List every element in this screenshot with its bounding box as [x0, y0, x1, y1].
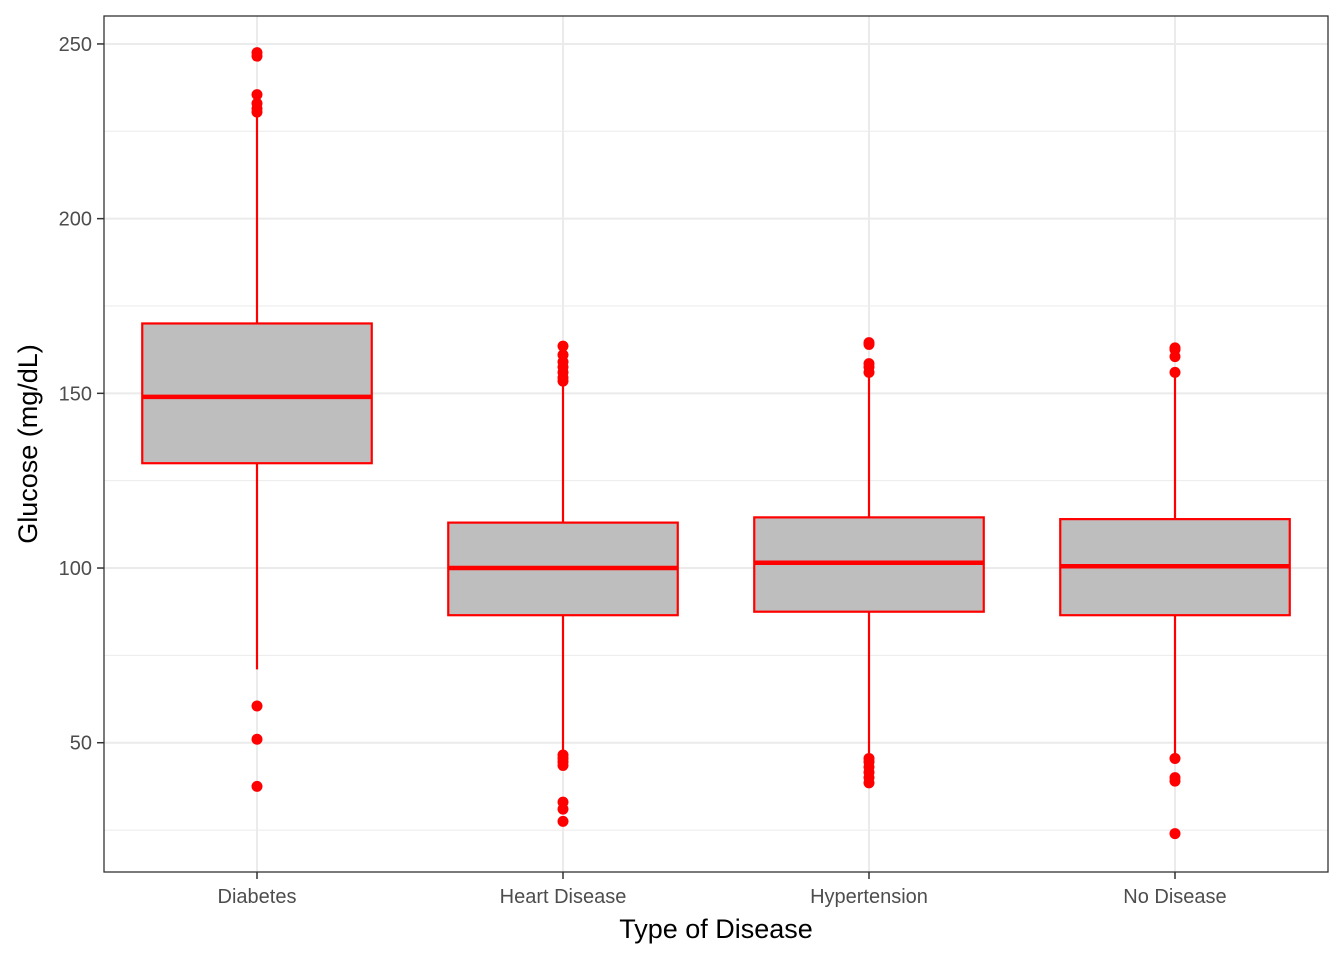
- outlier-point: [557, 749, 569, 761]
- y-tick-label: 150: [59, 383, 92, 405]
- outlier-point: [557, 349, 569, 361]
- outlier-point: [1169, 752, 1181, 764]
- outlier-point: [557, 340, 569, 352]
- iqr-box: [141, 322, 373, 465]
- y-axis: 50 100 150 200 250: [59, 34, 104, 755]
- outlier-point: [251, 89, 263, 101]
- outlier-point: [251, 700, 263, 712]
- boxes: [141, 47, 1291, 840]
- box-heart-disease: [447, 340, 679, 827]
- outlier-point: [1169, 772, 1181, 784]
- box-no-disease: [1059, 342, 1291, 840]
- outlier-point: [251, 97, 263, 109]
- outlier-point: [863, 337, 875, 349]
- outlier-point: [251, 733, 263, 745]
- outlier-point: [1169, 366, 1181, 378]
- plot-border: [103, 15, 1329, 873]
- y-tick-label: 100: [59, 558, 92, 580]
- x-tick-label: No Disease: [1123, 886, 1226, 908]
- x-axis-title: Type of Disease: [619, 914, 813, 944]
- outlier-point: [251, 780, 263, 792]
- x-tick-label: Hypertension: [810, 886, 928, 908]
- outlier-point: [557, 815, 569, 827]
- y-tick-label: 250: [59, 34, 92, 56]
- y-tick-label: 200: [59, 209, 92, 231]
- box-diabetes: [141, 47, 373, 792]
- outlier-point: [251, 47, 263, 59]
- x-axis: Diabetes Heart Disease Hypertension No Dise…: [218, 872, 1227, 908]
- x-tick-label: Heart Disease: [500, 886, 627, 908]
- y-tick-label: 50: [70, 733, 92, 755]
- box-hypertension: [753, 337, 985, 789]
- outlier-point: [863, 752, 875, 764]
- outlier-point: [863, 358, 875, 370]
- y-axis-title: Glucose (mg/dL): [13, 344, 43, 544]
- outlier-point: [1169, 828, 1181, 840]
- x-tick-label: Diabetes: [218, 886, 297, 908]
- outlier-point: [557, 796, 569, 808]
- outlier-point: [1169, 342, 1181, 354]
